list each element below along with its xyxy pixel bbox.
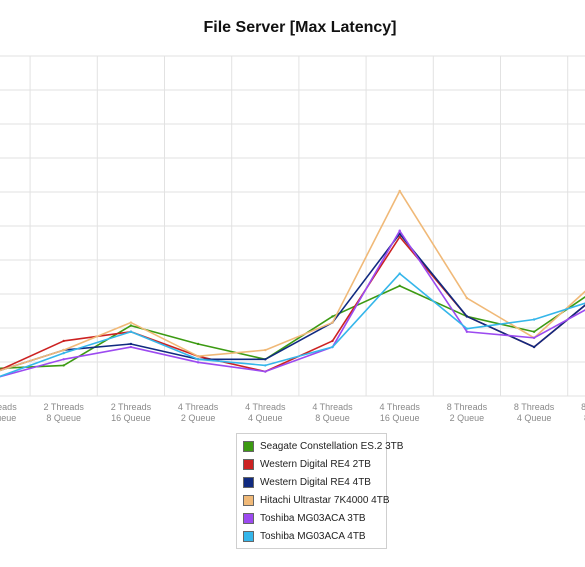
- x-tick-label: 2 Threads: [44, 402, 85, 412]
- data-point: [62, 351, 65, 355]
- data-point: [465, 296, 469, 300]
- legend-item: Toshiba MG03ACA 3TB: [243, 509, 386, 527]
- x-tick-label: 4 Threads: [178, 402, 219, 412]
- data-point: [331, 339, 334, 343]
- data-point: [129, 321, 133, 324]
- x-tick-label: 16 Queue: [380, 413, 420, 423]
- legend: Seagate Constellation ES.2 3TB Western Di…: [236, 433, 403, 549]
- data-point: [264, 358, 267, 361]
- legend-label: Toshiba MG03ACA 4TB: [260, 530, 366, 542]
- data-point: [398, 272, 401, 275]
- data-point: [62, 364, 65, 367]
- data-point: [331, 315, 334, 318]
- data-point: [398, 284, 401, 288]
- legend-label: Toshiba MG03ACA 3TB: [260, 512, 366, 524]
- data-point: [398, 229, 401, 232]
- data-point: [196, 355, 200, 358]
- series-line-4: [0, 190, 585, 372]
- chart-title: File Server [Max Latency]: [203, 19, 397, 36]
- data-point: [398, 235, 401, 239]
- data-point: [532, 336, 536, 340]
- data-point: [129, 324, 133, 327]
- data-point: [264, 348, 267, 352]
- data-point: [264, 364, 267, 367]
- legend-item: Western Digital RE4 4TB: [243, 473, 386, 491]
- data-point: [196, 358, 200, 361]
- legend-swatch: [243, 494, 254, 506]
- x-tick-label: 8 Threads: [581, 402, 585, 412]
- x-tick-label: 4 Threads: [245, 402, 286, 412]
- legend-label: Seagate Constellation ES.2 3TB: [260, 440, 404, 452]
- x-tick-label: 2 Queue: [181, 413, 216, 423]
- data-point: [398, 189, 401, 193]
- data-point: [129, 345, 133, 349]
- data-point: [532, 345, 536, 349]
- x-tick-label: 8 Threads: [447, 402, 488, 412]
- data-point: [62, 339, 65, 343]
- legend-label: Western Digital RE4 4TB: [260, 476, 371, 488]
- legend-item: Toshiba MG03ACA 4TB: [243, 527, 386, 545]
- x-tick-label: 2 Threads: [111, 402, 152, 412]
- x-tick-label: 8 Queue: [315, 413, 350, 423]
- data-point: [532, 330, 536, 333]
- x-tick-label: 8 Threads: [514, 402, 555, 412]
- x-tick-label: 4 Threads: [380, 402, 421, 412]
- data-point: [62, 358, 65, 361]
- legend-swatch: [243, 440, 254, 452]
- data-point: [331, 321, 334, 324]
- legend-item: Seagate Constellation ES.2 3TB: [243, 437, 403, 455]
- legend-label: Hitachi Ultrastar 7K4000 4TB: [260, 494, 390, 506]
- legend-swatch: [243, 476, 254, 488]
- series-line-2: [0, 236, 585, 373]
- legend-swatch: [243, 530, 254, 542]
- data-point: [196, 342, 200, 346]
- legend-label: Western Digital RE4 2TB: [260, 458, 371, 470]
- x-tick-label: 16 Queue: [111, 413, 151, 423]
- x-tick-label: 4 Queue: [517, 413, 552, 423]
- x-tick-label: 8 Queue: [46, 413, 81, 423]
- data-point: [465, 327, 469, 330]
- x-tick-label: 4 Threads: [312, 402, 353, 412]
- series-lines: [0, 189, 585, 378]
- x-tick-label: 16 Queue: [0, 413, 16, 423]
- x-tick-label: 4 Queue: [248, 413, 283, 423]
- data-point: [264, 370, 267, 373]
- legend-swatch: [243, 512, 254, 524]
- data-point: [129, 330, 133, 333]
- data-point: [62, 348, 65, 352]
- data-point: [465, 330, 469, 333]
- data-point: [196, 361, 200, 364]
- data-point: [129, 342, 133, 346]
- data-point: [532, 318, 536, 321]
- legend-item: Western Digital RE4 2TB: [243, 455, 386, 473]
- data-point: [465, 315, 469, 318]
- legend-swatch: [243, 458, 254, 470]
- x-tick-label: 1 Threads: [0, 402, 17, 412]
- data-point: [331, 345, 334, 349]
- legend-item: Hitachi Ultrastar 7K4000 4TB: [243, 491, 390, 509]
- x-tick-label: 2 Queue: [450, 413, 485, 423]
